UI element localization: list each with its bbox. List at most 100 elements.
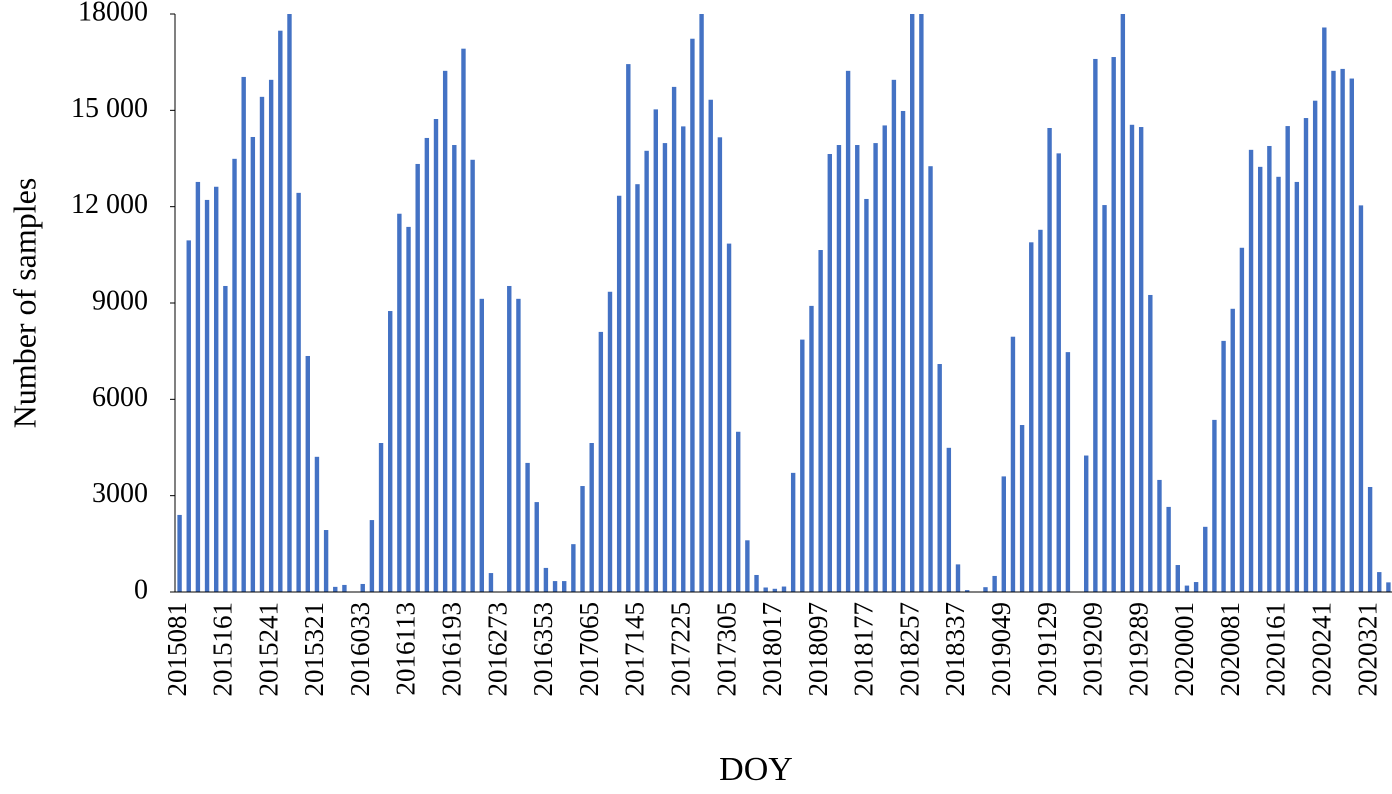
bar [259, 96, 265, 592]
bar [1120, 14, 1126, 592]
bar [296, 192, 301, 592]
bar [1065, 352, 1071, 592]
bar [452, 145, 457, 592]
bar [1166, 506, 1171, 592]
bar [699, 14, 704, 592]
bar [1285, 126, 1290, 592]
bar [195, 181, 201, 593]
bar [1175, 565, 1180, 592]
bar [488, 573, 494, 592]
bar [598, 331, 604, 592]
bar [607, 291, 613, 592]
bar [433, 119, 439, 593]
bar [589, 443, 594, 592]
bar [571, 544, 576, 592]
x-tick-label: 2016033 [345, 602, 375, 697]
bar [305, 355, 310, 592]
bar [1001, 476, 1006, 592]
bar [1312, 100, 1318, 592]
bar [543, 567, 549, 592]
y-tick-label: 12 000 [71, 189, 148, 220]
y-tick-label: 18000 [78, 0, 148, 27]
bar [690, 38, 695, 592]
bar [1294, 181, 1300, 593]
bar [1129, 124, 1135, 593]
x-tick-label: 2018177 [849, 602, 879, 697]
x-tick-label: 2019289 [1123, 602, 1153, 697]
bar [882, 125, 887, 593]
bar [845, 70, 851, 592]
bar [726, 243, 732, 592]
bar [937, 364, 942, 592]
bar [268, 79, 274, 593]
bar [314, 456, 320, 592]
bar [186, 240, 191, 592]
bar [214, 186, 219, 592]
bar [1331, 70, 1336, 592]
bar [232, 158, 237, 592]
bar [442, 70, 448, 592]
bar [626, 64, 631, 593]
bar [772, 588, 778, 592]
bar [1203, 526, 1208, 592]
bar [1010, 336, 1016, 592]
bar [983, 587, 988, 592]
bar [223, 285, 228, 592]
bar [635, 184, 640, 592]
y-tick-label: 0 [134, 574, 148, 605]
bar [287, 14, 292, 592]
bar [250, 136, 256, 593]
bar [1230, 308, 1235, 592]
bar [1157, 479, 1162, 592]
bar [323, 530, 329, 592]
x-tick-label: 2020321 [1352, 602, 1382, 697]
x-tick-label: 2017305 [711, 602, 741, 697]
bar [671, 86, 677, 593]
x-tick-label: 2019049 [986, 602, 1016, 697]
bar [1349, 78, 1354, 592]
bar [1148, 294, 1153, 592]
bar [1093, 58, 1098, 592]
bar [873, 143, 878, 592]
y-axis-title: Number of samples [6, 178, 42, 429]
bar [1102, 205, 1107, 593]
bar [1276, 176, 1281, 592]
bar [562, 581, 567, 592]
bar [928, 166, 933, 592]
bar [900, 110, 906, 592]
bar [1386, 582, 1391, 592]
bar [1367, 486, 1373, 592]
bar [369, 520, 375, 592]
x-tick-label: 2015321 [299, 602, 329, 697]
bar [708, 99, 713, 592]
bar [1322, 27, 1327, 592]
bar [790, 472, 796, 592]
bar [424, 137, 430, 592]
bar [415, 163, 420, 592]
bar [717, 137, 723, 592]
bar [818, 250, 823, 592]
x-tick-label: 2020001 [1169, 602, 1199, 697]
bar [1019, 425, 1025, 592]
bar [461, 48, 466, 593]
bar [681, 126, 686, 592]
bar [1258, 166, 1263, 593]
x-tick-label: 2015161 [208, 602, 238, 697]
bar [910, 14, 915, 592]
x-tick-label: 2020081 [1215, 602, 1245, 697]
bar [1084, 455, 1089, 592]
bar [470, 159, 475, 593]
bar [653, 109, 658, 593]
x-axis-title: DOY [719, 751, 793, 788]
y-tick-label: 9000 [92, 285, 148, 316]
bar [1138, 127, 1144, 592]
bar [736, 431, 741, 592]
x-tick-label: 2017225 [665, 602, 695, 697]
bar [552, 581, 558, 592]
bar [580, 486, 585, 592]
bar [616, 195, 622, 592]
x-tick-label: 2016193 [437, 602, 467, 697]
x-tick-label: 2017145 [620, 602, 650, 697]
bar [1239, 247, 1245, 592]
bar [278, 30, 283, 593]
